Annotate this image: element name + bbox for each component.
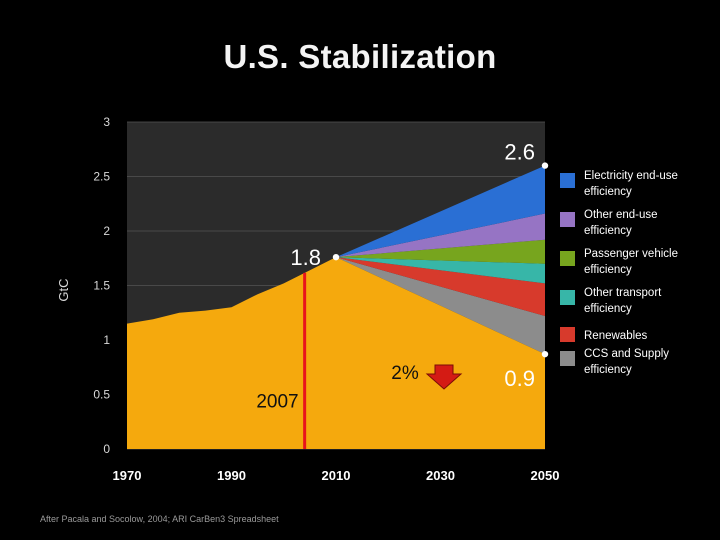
annotation-dots: [332, 162, 549, 358]
legend-item: CCS and Supply efficiency: [560, 348, 669, 376]
x-tick-label: 2010: [322, 468, 351, 483]
legend-swatch: [560, 327, 575, 342]
down-arrow-icon: [425, 364, 463, 390]
y-tick-label: 2.5: [93, 170, 110, 184]
wedge-passenger-vehicle-efficiency: [336, 239, 545, 264]
legend-swatch: [560, 173, 575, 188]
wedge-other-transport-efficiency: [336, 257, 545, 284]
y-tick-labels: 0 0.5 1 1.5 2 2.5 3: [93, 115, 110, 456]
x-tick-label: 2030: [426, 468, 455, 483]
source-citation: After Pacala and Socolow, 2004; ARI CarB…: [40, 514, 279, 524]
annotation-dot: [541, 350, 549, 358]
year-marker-label: 2007: [256, 392, 298, 413]
legend: Electricity end-use efficiency Other end-u…: [560, 170, 678, 376]
y-tick-label: 3: [103, 115, 110, 129]
legend-label: Renewables: [584, 330, 648, 342]
legend-item: Renewables: [560, 327, 648, 342]
legend-swatch: [560, 351, 575, 366]
x-tick-labels: 1970 1990 2010 2030 2050: [113, 468, 560, 483]
wedge-electricity-end-use-efficiency: [336, 165, 545, 258]
x-tick-label: 1970: [113, 468, 142, 483]
legend-item: Other end-use efficiency: [560, 209, 658, 237]
legend-label: Other end-use efficiency: [584, 209, 658, 237]
y-tick-label: 0.5: [93, 388, 110, 402]
legend-label: Passenger vehicle efficiency: [584, 248, 678, 276]
peak-2050-label: 2.6: [504, 140, 535, 165]
y-axis-label: GtC: [56, 278, 71, 301]
reduction-rate-label: 2%: [391, 363, 419, 384]
legend-swatch: [560, 212, 575, 227]
annotation-dot: [332, 253, 340, 261]
legend-item: Passenger vehicle efficiency: [560, 248, 678, 276]
annotation-dot: [541, 162, 549, 169]
legend-item: Electricity end-use efficiency: [560, 170, 678, 198]
legend-swatch: [560, 290, 575, 305]
legend-label: CCS and Supply efficiency: [584, 348, 669, 376]
target-2050-label: 0.9: [504, 366, 535, 391]
y-tick-label: 1: [103, 333, 110, 347]
y-tick-label: 1.5: [93, 279, 110, 293]
legend-label: Other transport efficiency: [584, 287, 662, 315]
legend-swatch: [560, 251, 575, 266]
chart-title: U.S. Stabilization: [223, 38, 497, 75]
y-tick-label: 2: [103, 224, 110, 238]
legend-label: Electricity end-use efficiency: [584, 170, 678, 198]
x-tick-label: 1990: [217, 468, 246, 483]
y-tick-label: 0: [103, 442, 110, 456]
wedge-renewables: [336, 257, 545, 317]
x-tick-label: 2050: [531, 468, 560, 483]
legend-item: Other transport efficiency: [560, 287, 662, 315]
current-emissions-label: 1.8: [290, 245, 321, 270]
emissions-history-area: [127, 257, 545, 449]
